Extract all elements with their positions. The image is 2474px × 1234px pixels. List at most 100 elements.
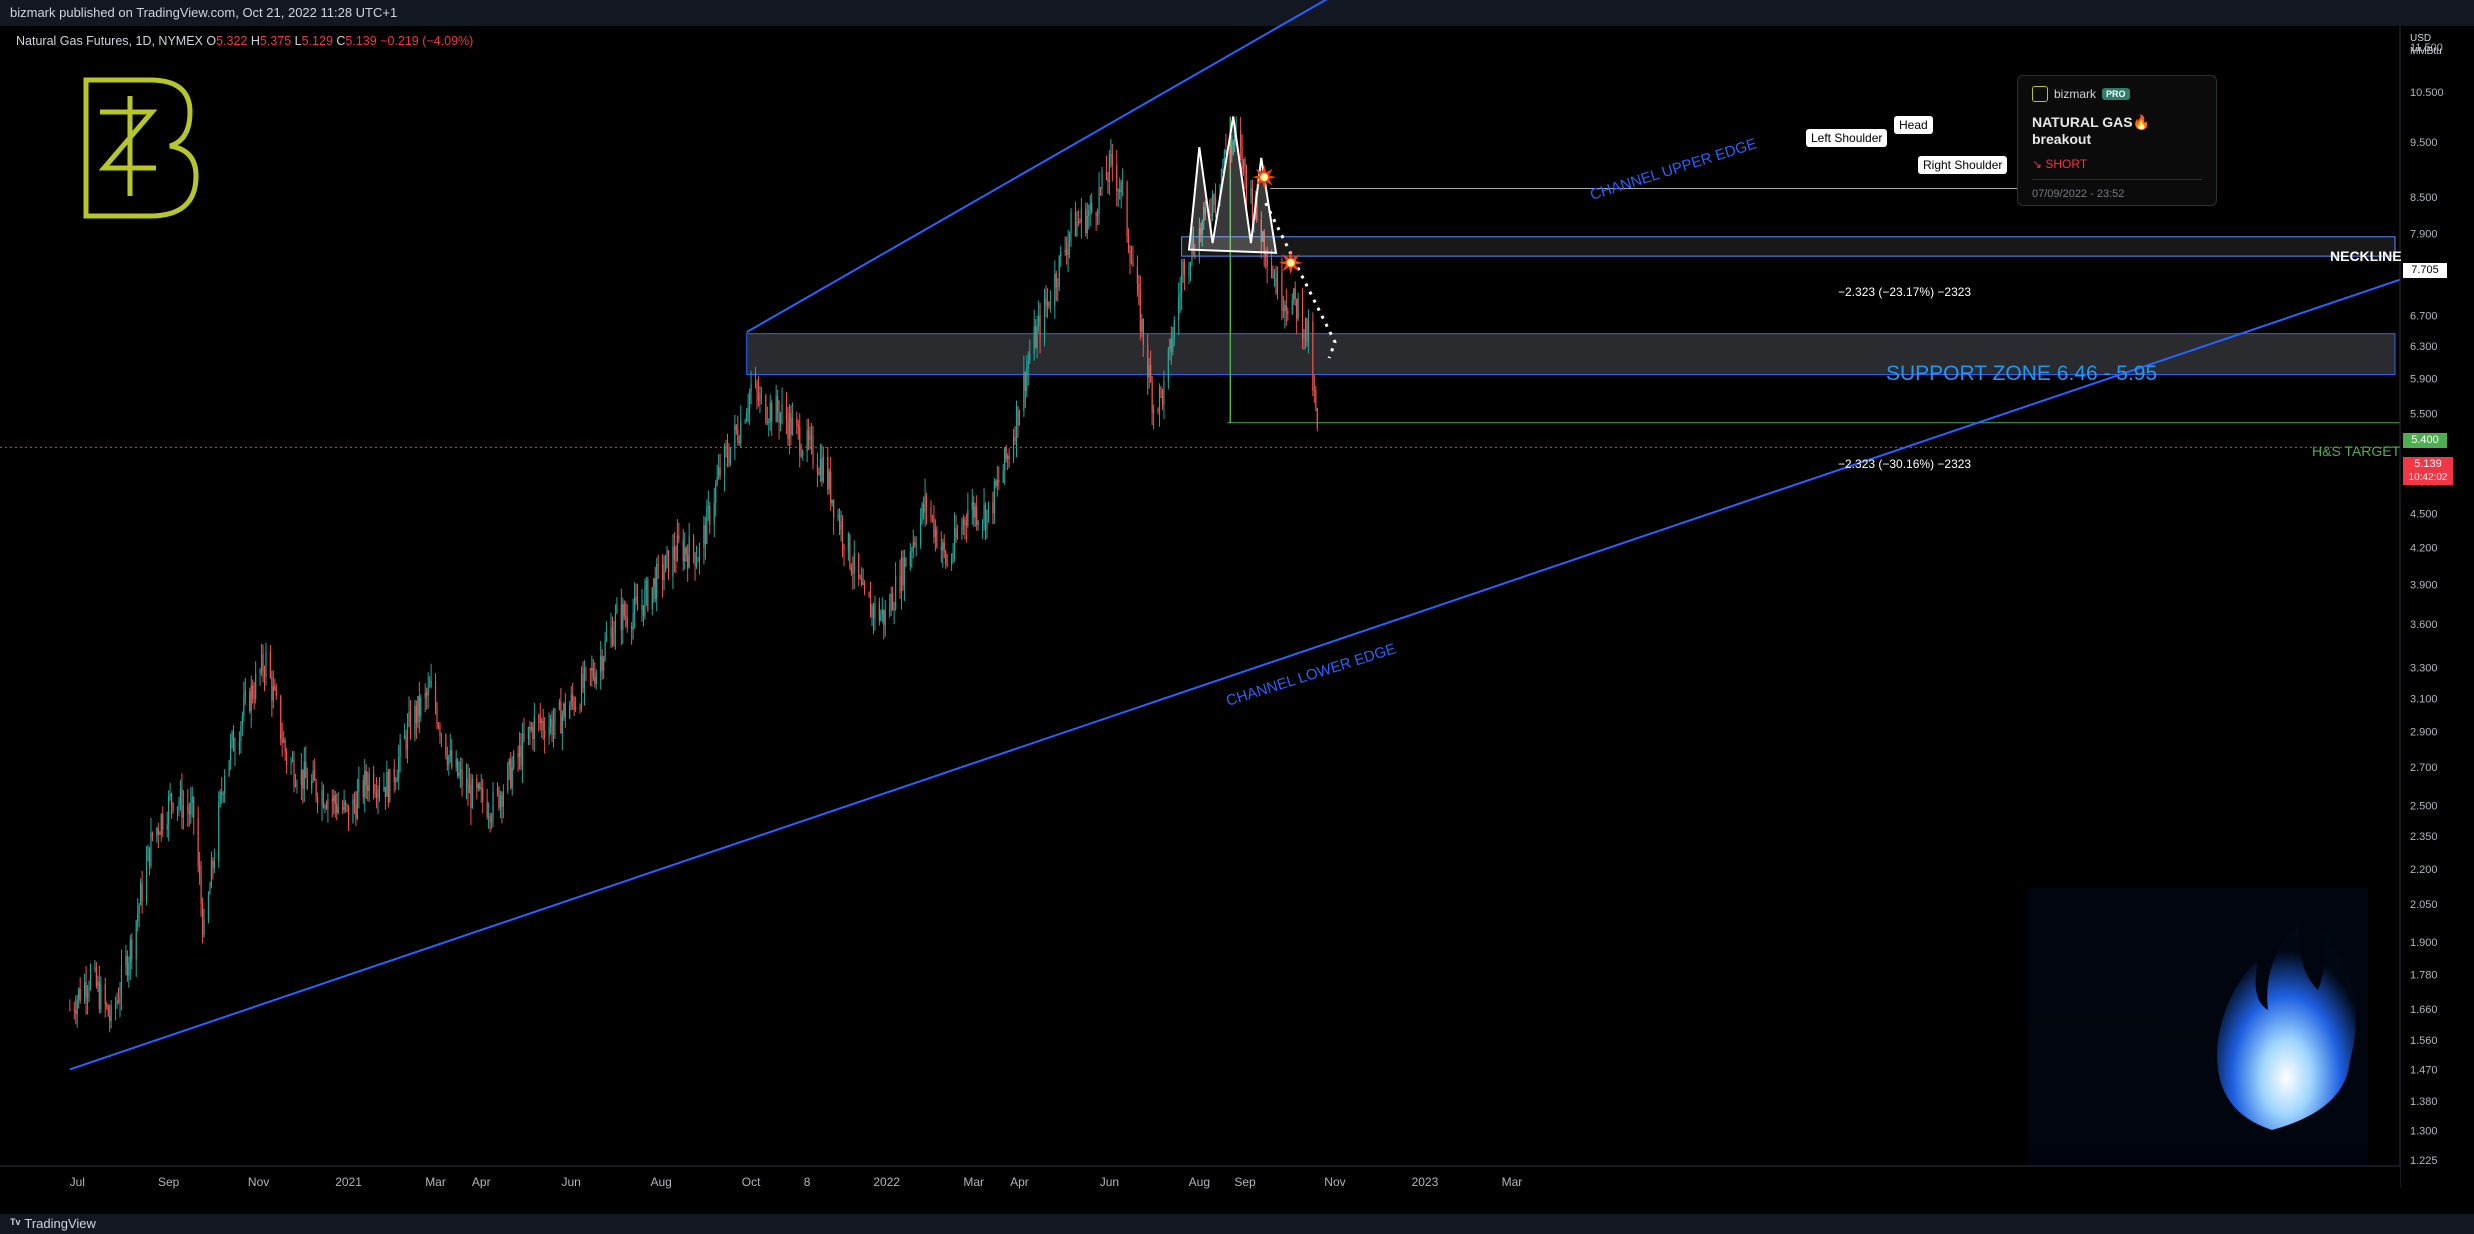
candle-body [1095,212,1097,217]
candle-body [1150,364,1152,382]
candle-body [384,786,387,797]
candle-body [998,480,1000,483]
candle-body [1245,172,1248,196]
idea-title[interactable]: NATURAL GAS🔥 breakout [2032,114,2151,147]
candle-body [172,803,174,811]
candle-body [420,697,422,716]
candle-body [692,536,695,554]
candle-body [238,740,241,751]
gas-flame-image [2028,888,2368,1184]
candle-body [673,547,676,560]
candle-body [709,505,711,525]
candle-body [1029,353,1031,362]
candle-body [1306,318,1308,342]
candle-body [229,741,232,761]
candle-body [1111,154,1113,165]
x-tick-label: Mar [1502,1175,1523,1189]
candle-body [182,805,184,818]
head-shoulders-pattern[interactable] [1187,116,1278,254]
candle-body [1291,300,1293,314]
tradingview-logo-icon: ᵀᵛ [10,1216,21,1231]
candle-body [678,535,680,540]
candle-body [862,583,864,585]
candle-body [983,504,985,522]
candle-body [807,430,810,440]
candle-body [864,583,866,593]
candle-body [1169,339,1171,350]
candle-body [73,1009,75,1011]
support-zone[interactable] [746,333,2396,376]
candle-body [427,686,429,696]
candle-body [480,787,482,789]
y-tick-label: 2.200 [2410,864,2438,876]
channel-upper-line[interactable] [746,0,1363,333]
candle-body [518,745,521,758]
candle-body [110,1005,112,1021]
candle-body [274,686,276,690]
candle-body [465,778,468,787]
candle-body [1263,231,1265,254]
candle-body [88,987,90,993]
candle-body [1038,315,1040,326]
candle-body [632,612,634,630]
candle-body [212,860,214,868]
y-tick-label: 1.225 [2410,1155,2438,1167]
candle-body [1222,162,1224,169]
candle-body [448,755,450,766]
candle-body [662,564,664,581]
candle-body [847,534,849,551]
candle-body [558,701,560,709]
candle-body [734,425,736,448]
candle-body [1136,266,1139,284]
candle-body [623,604,625,617]
candle-body [986,509,988,530]
candle-body [1036,325,1038,348]
candle-body [878,603,880,621]
candle-body [871,605,873,618]
candle-body [377,789,379,798]
candle-body [1147,344,1149,378]
candle-body [951,557,953,565]
neckline-zone[interactable] [1181,236,2396,257]
candle-body [455,759,457,768]
candle-body [436,708,438,725]
candle-body [921,504,923,519]
candle-body [790,413,792,435]
idea-card[interactable]: bizmark PRO NATURAL GAS🔥 breakout ↘ SHOR… [2017,75,2217,206]
candle-body [838,515,841,530]
candle-body [787,420,789,439]
candle-body [943,542,945,552]
candle-body [218,801,220,862]
close-value: 5.139 [345,34,377,48]
candle-body [107,1005,109,1017]
candle-body [614,612,617,634]
candle-body [1301,297,1304,339]
candle-body [912,542,914,552]
channel-lower-line[interactable] [69,278,2401,1071]
idea-author[interactable]: bizmark [2054,87,2097,101]
time-axis[interactable] [0,1166,2400,1188]
candle-body [1074,212,1077,237]
candle-body [176,806,179,811]
candle-body [344,801,347,805]
candle-body [530,727,532,730]
candle-body [213,861,215,868]
candle-body [1210,214,1212,216]
candle-body [853,553,855,573]
candle-body [520,745,522,766]
candle-body [523,733,525,740]
candle-body [120,965,123,996]
candle-body [837,515,839,518]
candle-body [933,516,935,538]
candle-body [605,637,608,641]
candle-body [95,967,98,987]
candle-body [809,435,811,440]
x-tick-label: 2021 [335,1175,362,1189]
price-axis[interactable] [2400,26,2474,1188]
candle-body [611,627,614,645]
candle-body [1101,170,1103,189]
candle-body [768,421,770,424]
candle-body [457,759,459,776]
candle-body [283,740,285,743]
